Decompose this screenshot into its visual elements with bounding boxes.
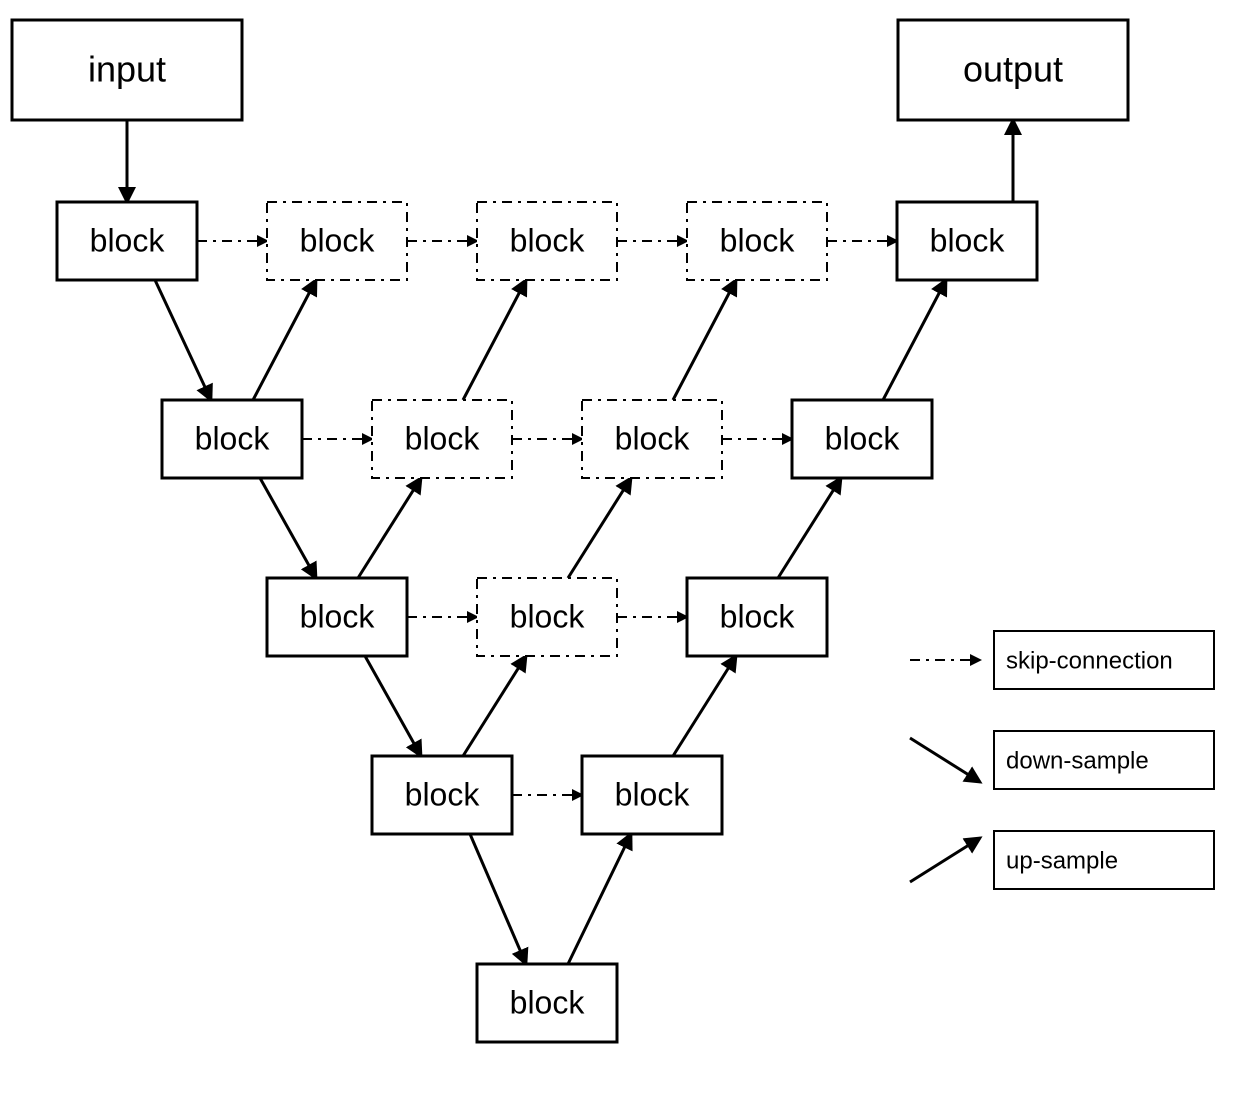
block-label-r3c1: block: [615, 776, 691, 812]
io-label-output: output: [963, 49, 1063, 90]
block-label-r0c4: block: [930, 222, 1006, 258]
io-label-input: input: [88, 49, 166, 90]
block-node-r0c0: block: [57, 202, 197, 280]
block-label-r1c3: block: [825, 420, 901, 456]
legend-arrow-down: [910, 738, 980, 782]
block-node-r2c1: block: [477, 578, 617, 656]
block-node-r0c3: block: [687, 202, 827, 280]
block-node-r3c1: block: [582, 756, 722, 834]
legend-label-skip: skip-connection: [1006, 647, 1173, 674]
block-label-r1c0: block: [195, 420, 271, 456]
edge-up-r3c1-r2c2: [673, 656, 736, 756]
block-node-r3c0: block: [372, 756, 512, 834]
edge-up-r4c0-r3c1: [568, 834, 631, 964]
edge-up-r1c2-r0c3: [673, 280, 736, 400]
block-label-r2c1: block: [510, 598, 586, 634]
block-node-r2c0: block: [267, 578, 407, 656]
block-label-r1c2: block: [615, 420, 691, 456]
edge-down-r0c0-r1c0: [155, 280, 211, 400]
legend-arrow-up: [910, 838, 980, 882]
block-node-r0c4: block: [897, 202, 1037, 280]
edge-up-r2c2-r1c3: [778, 478, 841, 578]
edge-up-r1c1-r0c2: [463, 280, 526, 400]
block-node-r1c2: block: [582, 400, 722, 478]
block-label-r3c0: block: [405, 776, 481, 812]
edge-up-r3c0-r2c1: [463, 656, 526, 756]
edge-down-r3c0-r4c0: [470, 834, 526, 964]
legend-label-up: up-sample: [1006, 847, 1118, 874]
block-node-r4c0: block: [477, 964, 617, 1042]
legend-label-down: down-sample: [1006, 747, 1149, 774]
block-node-r0c1: block: [267, 202, 407, 280]
block-node-r0c2: block: [477, 202, 617, 280]
block-label-r0c1: block: [300, 222, 376, 258]
diagram-canvas: input output block block block block block bloc…: [0, 0, 1240, 1097]
edge-up-r2c0-r1c1: [358, 478, 421, 578]
block-label-r0c2: block: [510, 222, 586, 258]
edge-down-r2c0-r3c0: [365, 656, 421, 756]
io-node-output: output: [898, 20, 1128, 120]
block-node-r1c3: block: [792, 400, 932, 478]
edge-up-r1c3-r0c4: [883, 280, 946, 400]
block-node-r2c2: block: [687, 578, 827, 656]
edge-down-r1c0-r2c0: [260, 478, 316, 578]
io-node-input: input: [12, 20, 242, 120]
block-node-r1c0: block: [162, 400, 302, 478]
edge-up-r2c1-r1c2: [568, 478, 631, 578]
block-label-r1c1: block: [405, 420, 481, 456]
block-label-r2c0: block: [300, 598, 376, 634]
edge-up-r1c0-r0c1: [253, 280, 316, 400]
block-label-r0c0: block: [90, 222, 166, 258]
block-label-r4c0: block: [510, 984, 586, 1020]
block-label-r2c2: block: [720, 598, 796, 634]
block-label-r0c3: block: [720, 222, 796, 258]
block-node-r1c1: block: [372, 400, 512, 478]
